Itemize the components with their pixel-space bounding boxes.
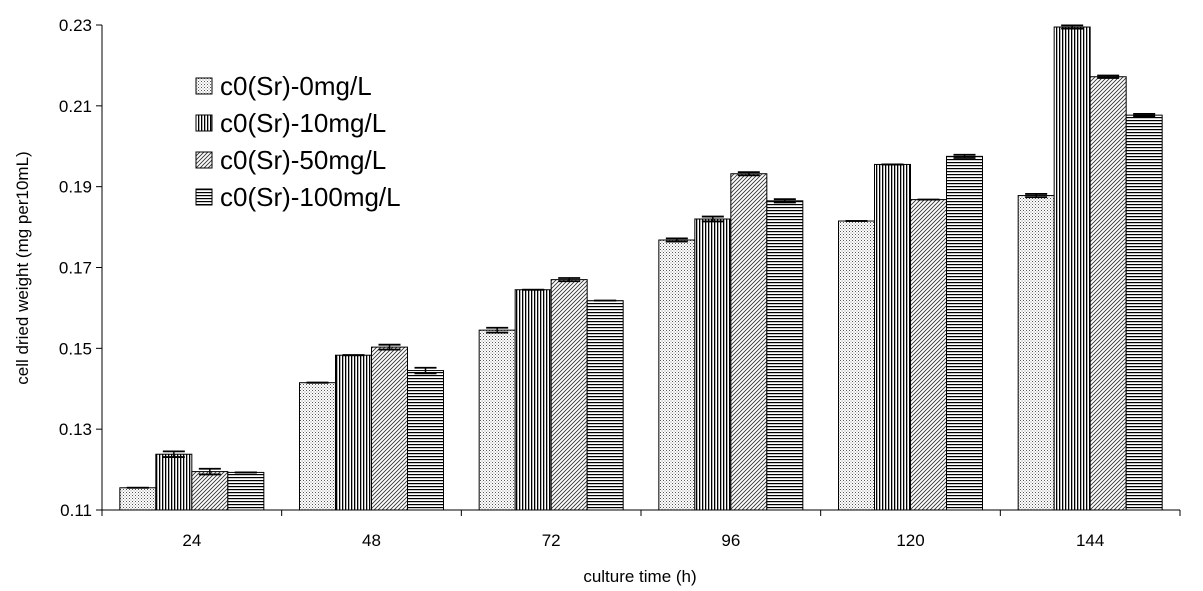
legend-label: c0(Sr)-0mg/L [220,71,372,101]
y-tick-labels: 0.11 0.13 0.15 0.17 0.19 0.21 0.23 [59,16,92,520]
bar-vertical-144 [1054,27,1090,510]
legend-label: c0(Sr)-10mg/L [220,108,386,138]
y-tick-label: 0.23 [59,16,92,35]
x-tick-label-144: 144 [1076,531,1104,550]
bar-dots-144 [1018,196,1054,510]
bar-horizontal-24 [228,472,264,510]
x-tick-label-72: 72 [542,531,561,550]
legend-label: c0(Sr)-100mg/L [220,182,401,212]
legend-swatch-diagonal [196,152,212,168]
x-tick-labels: 24 48 72 96 120 144 [182,531,1104,550]
bar-diagonal-144 [1090,77,1126,510]
y-tick-label: 0.11 [60,501,92,520]
y-tick-label: 0.17 [59,259,92,278]
bar-dots-120 [839,221,875,510]
bar-diagonal-72 [551,280,587,510]
y-tick-label: 0.13 [59,420,92,439]
bar-vertical-48 [336,355,372,510]
x-axis-title: culture time (h) [583,567,696,586]
bar-vertical-96 [695,219,731,510]
bar-vertical-24 [156,454,192,510]
bar-horizontal-144 [1126,115,1162,510]
bar-diagonal-96 [731,174,767,510]
bar-diagonal-24 [192,472,228,510]
y-tick-label: 0.19 [59,178,92,197]
bar-horizontal-96 [767,201,803,510]
bar-dots-96 [659,240,695,510]
bar-horizontal-72 [587,301,623,510]
legend: c0(Sr)-0mg/L c0(Sr)-10mg/L c0(Sr)-50mg/L c0… [196,71,401,212]
bar-dots-24 [120,488,156,510]
y-tick-label: 0.21 [59,97,92,116]
legend-swatch-dots [196,78,212,94]
bar-diagonal-48 [372,347,408,510]
bar-horizontal-120 [947,156,983,510]
y-axis-title: cell dried weight (mg per10mL) [13,151,32,384]
legend-swatch-vertical [196,115,212,131]
x-tick-label-24: 24 [182,531,201,550]
x-tick-label-120: 120 [896,531,924,550]
x-tick-label-96: 96 [721,531,740,550]
bar-diagonal-120 [911,200,947,510]
legend-label: c0(Sr)-50mg/L [220,145,386,175]
legend-swatch-horizontal [196,189,212,205]
bar-horizontal-48 [408,371,444,510]
bar-dots-48 [300,383,336,510]
bar-vertical-72 [515,290,551,510]
bar-dots-72 [479,330,515,510]
bar-vertical-120 [875,164,911,510]
y-tick-label: 0.15 [59,339,92,358]
x-tick-label-48: 48 [362,531,381,550]
